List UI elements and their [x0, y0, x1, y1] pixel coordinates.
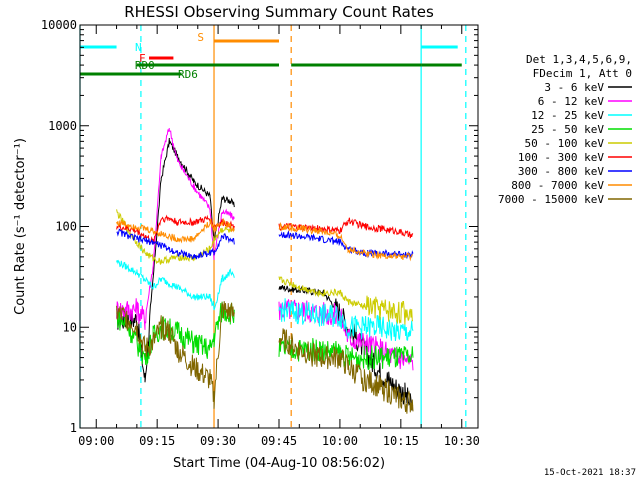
y-tick-label: 1 — [70, 421, 77, 435]
series-50-100-kev — [116, 209, 413, 325]
flag-label: RD0 — [135, 59, 155, 72]
legend-label: 6 - 12 keV — [538, 95, 605, 108]
x-tick-label: 09:30 — [200, 434, 236, 448]
legend-label: 300 - 800 keV — [518, 165, 604, 178]
series-line — [116, 259, 414, 342]
x-tick-label: 10:30 — [444, 434, 480, 448]
legend-label: 3 - 6 keV — [544, 81, 604, 94]
legend-header: Det 1,3,4,5,6,9, — [526, 53, 632, 66]
flag-label: F — [139, 52, 146, 65]
series-800-7000-kev — [116, 217, 414, 262]
series-line — [116, 217, 414, 262]
x-tick-label: 09:45 — [261, 434, 297, 448]
chart-title: RHESSI Observing Summary Count Rates — [124, 3, 434, 21]
x-tick-label: 09:15 — [139, 434, 175, 448]
legend-label: 12 - 25 keV — [531, 109, 604, 122]
flag-label: S — [197, 31, 204, 44]
y-tick-label: 100 — [55, 220, 77, 234]
legend-label: 100 - 300 keV — [518, 151, 604, 164]
series-7000-15000-kev — [116, 301, 414, 414]
flag-label: N — [135, 41, 142, 54]
y-tick-label: 10000 — [41, 18, 77, 32]
legend-label: 800 - 7000 keV — [511, 179, 604, 192]
series-line — [116, 214, 414, 245]
y-tick-label: 10 — [63, 320, 77, 334]
series-line — [116, 209, 413, 325]
x-tick-label: 09:00 — [78, 434, 114, 448]
footer-date: 15-Oct-2021 18:37 — [544, 468, 636, 478]
x-axis-label: Start Time (04-Aug-10 08:56:02) — [173, 456, 385, 471]
legend-header: FDecim 1, Att 0 — [533, 67, 632, 80]
series-12-25-kev — [116, 259, 414, 342]
x-tick-label: 10:00 — [322, 434, 358, 448]
y-tick-label: 1000 — [48, 119, 77, 133]
x-tick-label: 10:15 — [383, 434, 419, 448]
legend-label: 50 - 100 keV — [525, 137, 605, 150]
y-axis-label: Count Rate (s⁻¹ detector⁻¹) — [13, 138, 28, 315]
legend-label: 7000 - 15000 keV — [498, 193, 604, 206]
flag-label: RD6 — [178, 68, 198, 81]
legend-label: 25 - 50 keV — [531, 123, 604, 136]
series-line — [116, 301, 414, 414]
series-100-300-kev — [116, 214, 414, 245]
